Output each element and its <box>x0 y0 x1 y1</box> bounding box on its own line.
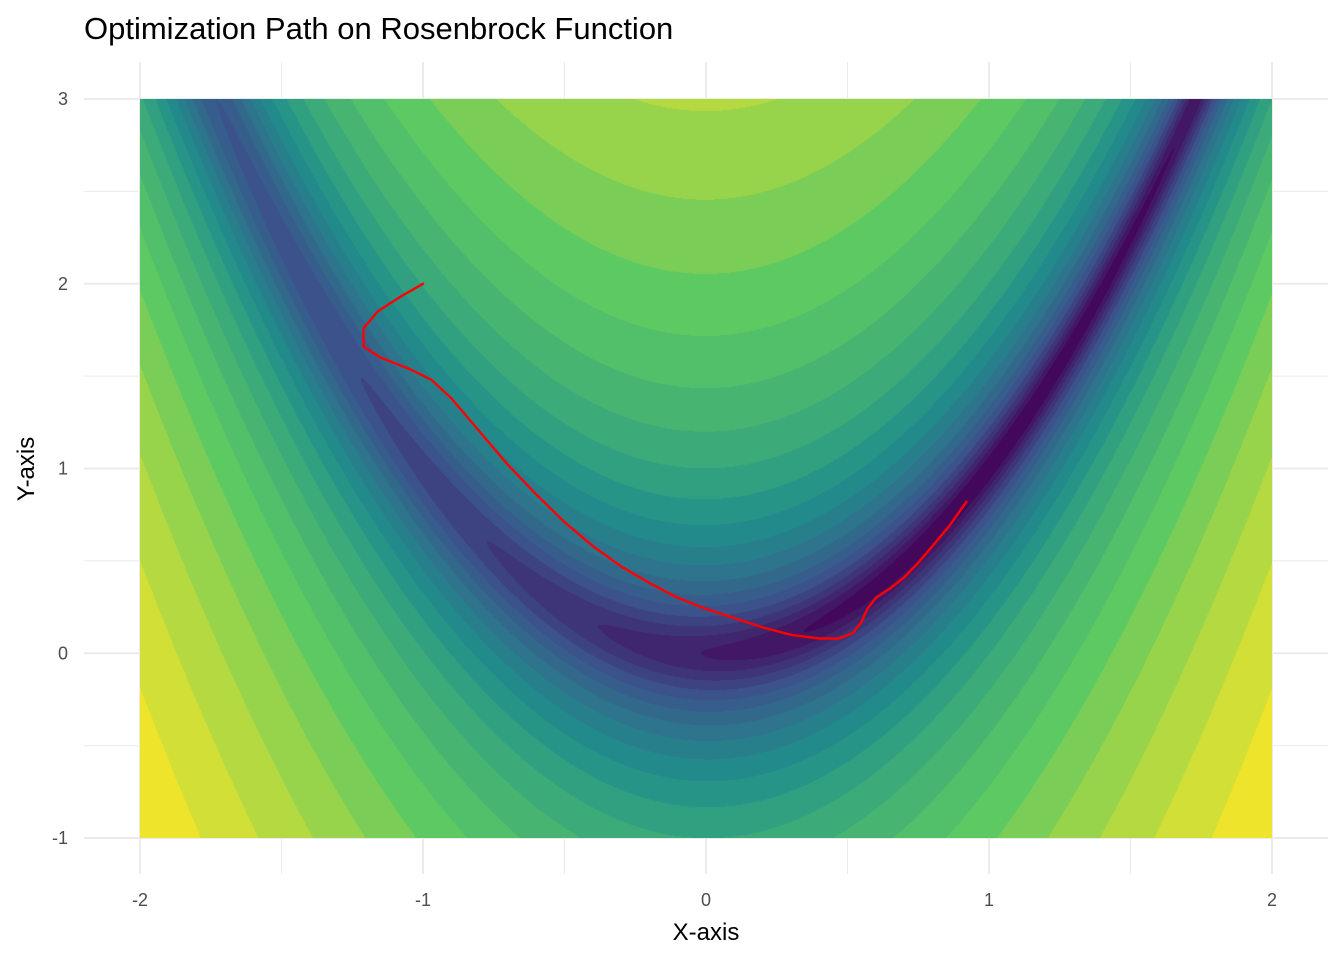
x-axis-title: X-axis <box>673 919 740 946</box>
plot-panel <box>140 99 1272 838</box>
x-tick-label: -1 <box>415 890 431 910</box>
x-tick-label: 1 <box>984 890 994 910</box>
x-tick-label: -2 <box>132 890 148 910</box>
y-axis-title: Y-axis <box>13 437 40 501</box>
y-tick-label: -1 <box>52 828 68 848</box>
x-tick-labels: -2 -1 0 1 2 <box>132 890 1277 910</box>
chart-title: Optimization Path on Rosenbrock Function <box>84 11 673 46</box>
optimization-path-line <box>362 282 968 640</box>
y-tick-label: 1 <box>58 459 68 479</box>
y-tick-labels: -1 0 1 2 3 <box>52 89 68 848</box>
y-tick-label: 0 <box>58 643 68 663</box>
y-tick-label: 2 <box>58 274 68 294</box>
x-tick-label: 2 <box>1267 890 1277 910</box>
contour-fill <box>140 99 1272 838</box>
y-tick-label: 3 <box>58 89 68 109</box>
x-tick-label: 0 <box>701 890 711 910</box>
